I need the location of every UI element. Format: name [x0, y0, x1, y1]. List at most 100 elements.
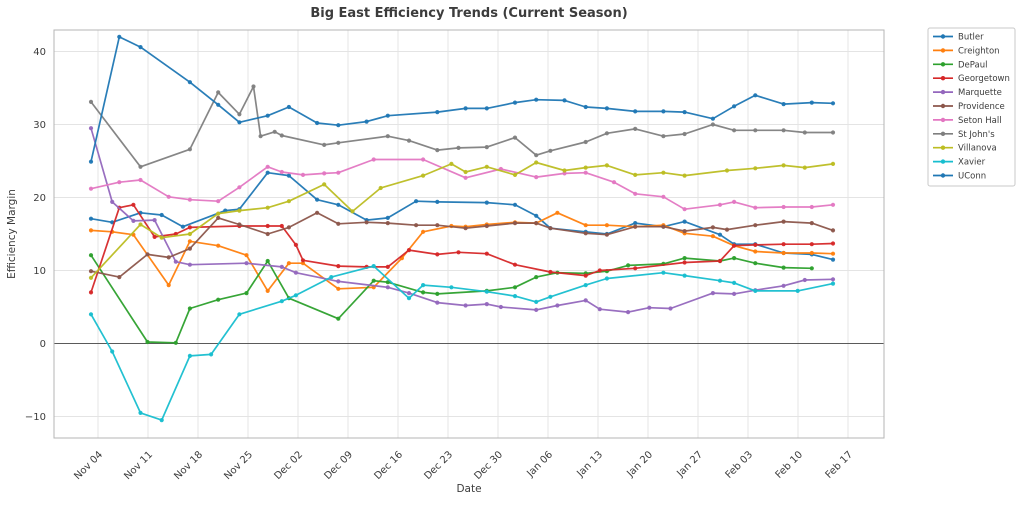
y-tick-label: 0 — [40, 339, 46, 350]
series-marker — [710, 116, 716, 121]
series-marker — [484, 200, 489, 205]
series-marker — [279, 133, 284, 138]
series-marker — [385, 221, 390, 226]
series-marker — [463, 175, 468, 180]
series-marker — [724, 227, 730, 232]
series-marker — [385, 134, 390, 139]
series-marker — [732, 291, 737, 296]
y-tick-label: 10 — [33, 266, 46, 277]
series-marker — [682, 131, 687, 137]
x-tick-label: Nov 04 — [72, 449, 105, 482]
series-marker — [583, 283, 588, 288]
series-marker — [435, 110, 440, 115]
series-marker — [385, 285, 390, 290]
series-marker — [152, 218, 157, 223]
series-marker — [512, 100, 518, 105]
series-marker — [251, 84, 256, 89]
series-marker — [604, 276, 610, 281]
series-marker — [548, 226, 553, 231]
series-marker — [830, 277, 836, 282]
series-marker — [583, 273, 588, 278]
series-marker — [117, 34, 122, 40]
series-marker — [187, 231, 192, 237]
series-marker — [710, 225, 716, 230]
chart-title: Big East Efficiency Trends (Current Seas… — [310, 6, 627, 21]
series-marker — [512, 202, 518, 207]
series-marker — [583, 104, 588, 110]
series-marker — [802, 277, 807, 283]
series-marker — [152, 234, 157, 239]
series-marker — [661, 134, 666, 139]
series-marker — [216, 90, 221, 95]
legend-label: DePaul — [958, 60, 987, 70]
series-marker — [258, 134, 263, 139]
series-marker — [187, 246, 192, 251]
series-marker — [809, 204, 814, 210]
series-marker — [633, 126, 638, 131]
legend-marker — [940, 89, 946, 95]
series-marker — [336, 140, 341, 145]
series-marker — [279, 264, 284, 269]
series-marker — [187, 239, 192, 244]
series-marker — [138, 222, 143, 227]
series-marker — [809, 266, 814, 271]
series-marker — [583, 139, 588, 145]
series-marker — [180, 224, 185, 229]
legend-label: St John's — [958, 130, 995, 140]
series-marker — [512, 294, 518, 299]
series-marker — [385, 215, 390, 220]
series-marker — [265, 258, 270, 264]
series-marker — [830, 202, 836, 207]
series-marker — [463, 226, 468, 231]
series-marker — [583, 223, 588, 228]
series-marker — [661, 109, 666, 114]
legend-marker — [940, 62, 946, 67]
series-marker — [216, 215, 221, 220]
series-marker — [209, 352, 214, 357]
legend-box — [927, 27, 1016, 187]
series-marker — [512, 285, 518, 290]
series-marker — [597, 268, 602, 273]
legend-label: Providence — [958, 102, 1005, 112]
series-marker — [385, 280, 390, 285]
series-marker — [682, 273, 687, 278]
series-marker — [88, 290, 94, 295]
series-marker — [555, 210, 560, 215]
series-marker — [449, 285, 454, 290]
series-marker — [802, 130, 807, 135]
series-marker — [604, 131, 610, 136]
series-marker — [237, 222, 242, 227]
x-tick-label: Dec 02 — [272, 449, 305, 482]
series-marker — [484, 145, 489, 150]
series-marker — [682, 219, 687, 224]
series-marker — [781, 219, 786, 224]
series-marker — [753, 93, 758, 98]
series-line-st-john-s — [90, 85, 834, 168]
series-marker — [265, 231, 270, 237]
legend-marker — [940, 131, 946, 136]
x-tick-label: Jan 06 — [524, 449, 555, 480]
series-marker — [534, 213, 539, 218]
series-marker — [371, 264, 376, 269]
series-marker — [421, 157, 426, 162]
series-marker — [435, 148, 440, 153]
series-marker — [710, 234, 716, 239]
series-marker — [145, 252, 150, 257]
x-tick-label: Feb 03 — [724, 449, 756, 481]
series-marker — [265, 288, 270, 293]
series-marker — [322, 142, 327, 147]
series-marker — [633, 266, 638, 271]
series-marker — [534, 221, 539, 226]
series-marker — [187, 262, 192, 267]
series-marker — [534, 153, 539, 158]
series-marker — [279, 169, 284, 175]
series-marker — [88, 159, 94, 164]
series-marker — [583, 231, 588, 236]
series-marker — [583, 298, 588, 303]
series-marker — [661, 224, 666, 229]
y-tick-label: 40 — [33, 47, 46, 58]
series-marker — [753, 242, 758, 247]
series-marker — [173, 259, 178, 264]
series-marker — [633, 109, 638, 114]
